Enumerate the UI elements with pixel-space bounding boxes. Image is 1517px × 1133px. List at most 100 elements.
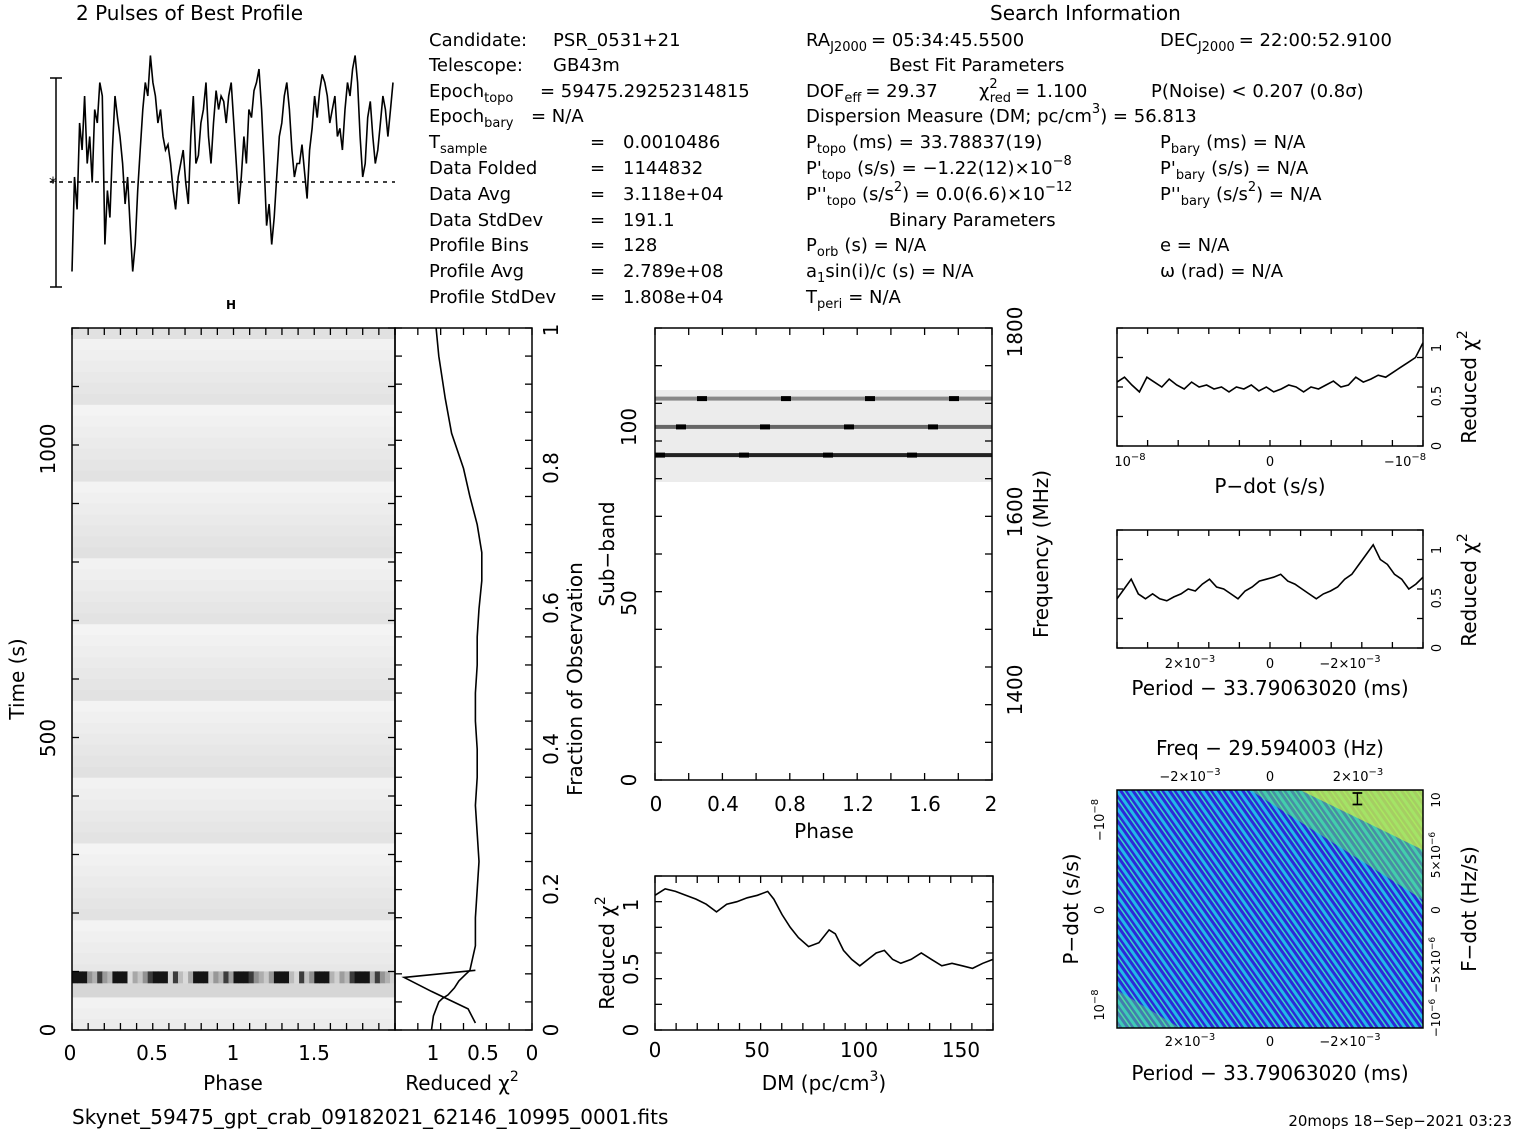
time-phase-cell xyxy=(359,971,366,984)
epoch-topo-value: = 59475.29252314815 xyxy=(540,81,750,102)
tc-ytick-2: 0.4 xyxy=(539,733,563,765)
grid-x2tick-0: −2×10−3 xyxy=(1159,767,1220,785)
dm-xlabel: DM (pc/cm3) xyxy=(762,1069,886,1095)
chi-red-value: χ2 red = 1.100 xyxy=(979,77,1087,106)
profile-title: 2 Pulses of Best Profile xyxy=(76,1,303,25)
profile-mean-marker: * xyxy=(49,173,57,192)
time-phase-cell xyxy=(147,971,154,984)
grid-y2tick-0: 10 xyxy=(1429,792,1443,807)
time-phase-cell xyxy=(97,971,103,984)
time-phase-cell xyxy=(188,971,194,984)
subband-hot-cell xyxy=(928,424,938,430)
candidate-info: Candidate: PSR_0531+21 Telescope: GB43m … xyxy=(428,30,750,308)
dec-label: DECJ2000 = 22:00:52.9100 xyxy=(1160,30,1392,55)
time-phase-cell xyxy=(233,971,240,984)
time-phase-row xyxy=(72,525,395,537)
time-phase-row xyxy=(72,832,395,845)
time-phase-row xyxy=(72,755,395,768)
time-phase-row xyxy=(72,558,395,570)
pd-ylabel: Reduced χ2 xyxy=(1455,330,1481,444)
time-phase-row xyxy=(72,953,395,965)
candidate-value: PSR_0531+21 xyxy=(553,30,681,51)
dm-chi-chart: 0 50 100 150 DM (pc/cm3) 0 0.5 1 Reduced… xyxy=(593,875,994,1095)
tc-yticks: 0 0.2 0.4 0.6 0.8 1 xyxy=(539,324,563,1037)
time-phase-row xyxy=(72,569,395,581)
dm-ytick-0: 0 xyxy=(619,1024,643,1037)
grid-y2tick-2: 0 xyxy=(1429,906,1443,914)
tc-ylabel: Fraction of Observation xyxy=(563,562,587,796)
grid-title: Freq − 29.594003 (Hz) xyxy=(1156,736,1384,760)
time-phase-row xyxy=(72,700,395,713)
epoch-bary-label: Epochbary xyxy=(429,106,514,131)
time-phase-cell xyxy=(162,971,169,984)
time-phase-row xyxy=(72,437,395,450)
time-phase-cell xyxy=(137,971,144,984)
tc-ytick-3: 0.6 xyxy=(539,592,563,624)
grid-y2tick-4: −10−6 xyxy=(1428,998,1443,1037)
pdot-bary-value: P'bary (s/s) = N/A xyxy=(1160,158,1309,183)
time-phase-cell xyxy=(324,971,330,984)
time-phase-row xyxy=(72,854,395,866)
tp-xtick-3: 1.5 xyxy=(298,1041,330,1065)
time-phase-row xyxy=(72,547,395,559)
time-phase-cell xyxy=(354,971,361,984)
time-phase-row xyxy=(72,799,395,812)
time-phase-cell xyxy=(223,971,229,984)
subband-hot-cell xyxy=(865,396,875,402)
time-phase-cell xyxy=(334,971,340,984)
data-stddev-eq: = xyxy=(590,210,605,231)
phase-center-marker: H xyxy=(226,298,236,312)
pd-ytick-0: 0 xyxy=(1430,442,1445,450)
time-phase-row xyxy=(72,404,395,417)
pe-xtick-1: 0 xyxy=(1266,657,1274,672)
pd-ytick-1: 0.5 xyxy=(1430,386,1445,407)
pe-xlabel: Period − 33.79063020 (ms) xyxy=(1131,676,1408,700)
pe-ytick-2: 1 xyxy=(1430,546,1445,554)
grid-xtick-2: −2×10−3 xyxy=(1319,1032,1380,1050)
sb-xtick-4: 1.6 xyxy=(909,792,941,816)
tc-ytick-1: 0.2 xyxy=(539,873,563,905)
time-phase-row xyxy=(72,668,395,680)
tc-xtick-0: 1 xyxy=(427,1041,440,1065)
time-phase-cell xyxy=(152,971,159,984)
grid-x2tick-1: 0 xyxy=(1266,770,1274,785)
profile-stddev-value: 1.808e+04 xyxy=(623,287,724,308)
dm-ylabel: Reduced χ2 xyxy=(593,896,619,1010)
dm-value: Dispersion Measure (DM; pc/cm3) = 56.813 xyxy=(806,102,1197,127)
time-phase-row xyxy=(72,415,395,428)
time-phase-cell xyxy=(193,971,199,984)
pe-xtick-0: 2×10−3 xyxy=(1165,654,1215,672)
time-phase-row xyxy=(72,624,395,636)
subband-chart: 0 0.4 0.8 1.2 1.6 2 Phase 0 50 100 Sub−b… xyxy=(595,307,1053,843)
time-phase-row xyxy=(72,766,395,779)
omega-value: ω (rad) = N/A xyxy=(1160,261,1284,282)
period-chi-ticks xyxy=(1116,529,1424,649)
time-phase-cell xyxy=(369,971,376,984)
grid-y2tick-1: 5×10−6 xyxy=(1428,832,1443,879)
dm-chi-frame xyxy=(654,875,994,1031)
sb-xtick-0: 0 xyxy=(650,792,663,816)
sb-y2tick-1: 1600 xyxy=(1003,487,1027,538)
time-phase-cell xyxy=(92,971,98,984)
time-phase-cell xyxy=(309,971,315,984)
time-phase-cell xyxy=(379,971,386,984)
time-phase-row xyxy=(72,503,395,515)
grid-y2label: F−dot (Hz/s) xyxy=(1457,846,1481,972)
dm-chi-ticks xyxy=(654,875,994,1031)
time-phase-row xyxy=(72,591,395,603)
sb-xticks: 0 0.4 0.8 1.2 1.6 2 xyxy=(650,792,998,816)
pd-xtick-2: −10−8 xyxy=(1384,452,1426,470)
time-phase-row xyxy=(72,788,395,801)
time-phase-row xyxy=(72,679,395,691)
time-phase-cell xyxy=(198,971,204,984)
pdot-topo-value: P'topo (s/s) = −1.22(12)×10−8 xyxy=(806,154,1072,183)
pe-ytick-0: 0 xyxy=(1430,644,1445,652)
time-phase-row xyxy=(72,690,395,702)
pd-ytick-2: 1 xyxy=(1430,344,1445,352)
time-phase-row xyxy=(72,909,395,921)
time-phase-row xyxy=(72,997,395,1009)
tp-xtick-1: 0.5 xyxy=(136,1041,168,1065)
time-phase-row xyxy=(72,470,395,483)
time-phase-row xyxy=(72,514,395,526)
dm-xtick-0: 0 xyxy=(649,1038,662,1062)
